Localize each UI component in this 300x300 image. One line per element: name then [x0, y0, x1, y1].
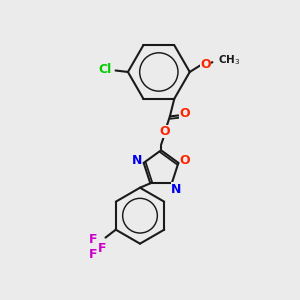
Text: O: O [180, 107, 190, 120]
Text: O: O [159, 125, 169, 138]
Text: F: F [98, 242, 106, 255]
Text: F: F [88, 248, 97, 261]
Text: CH$_3$: CH$_3$ [218, 53, 241, 67]
Text: O: O [200, 58, 211, 71]
Text: N: N [132, 154, 142, 167]
Text: Cl: Cl [98, 63, 111, 76]
Text: F: F [88, 233, 97, 246]
Text: O: O [180, 154, 190, 167]
Text: N: N [171, 182, 181, 196]
